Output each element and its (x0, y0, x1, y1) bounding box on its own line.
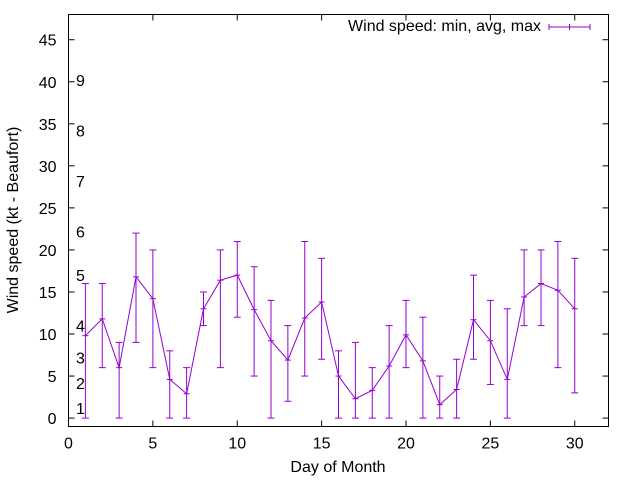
x-tick-label: 15 (313, 436, 331, 453)
beaufort-label: 3 (76, 351, 85, 368)
y-tick-label: 10 (39, 327, 57, 344)
y-tick-label: 40 (39, 75, 57, 92)
legend: Wind speed: min, avg, max (348, 18, 591, 35)
y-tick-label: 45 (39, 33, 57, 50)
beaufort-label: 9 (76, 73, 85, 90)
y-tick-label: 35 (39, 117, 57, 134)
x-tick-label: 30 (566, 436, 584, 453)
y-tick-label: 25 (39, 201, 57, 218)
series-layer (81, 232, 579, 419)
x-tick-label: 0 (64, 436, 73, 453)
x-tick-label: 20 (397, 436, 415, 453)
x-tick-label: 25 (481, 436, 499, 453)
x-tick-label: 5 (148, 436, 157, 453)
x-tick-label: 10 (228, 436, 246, 453)
beaufort-label: 8 (76, 124, 85, 141)
x-axis-title: Day of Month (290, 459, 385, 476)
legend-label: Wind speed: min, avg, max (348, 18, 541, 35)
beaufort-label: 4 (76, 319, 85, 336)
avg-line (85, 274, 576, 406)
y-tick-label: 20 (39, 243, 57, 260)
y-tick-label: 0 (48, 411, 57, 428)
beaufort-label: 1 (76, 401, 85, 418)
plot-frame (68, 14, 609, 427)
beaufort-label: 5 (76, 268, 85, 285)
beaufort-label: 6 (76, 224, 85, 241)
y-tick-label: 15 (39, 285, 57, 302)
beaufort-label: 2 (76, 376, 85, 393)
y-axis-title: Wind speed (kt - Beaufort) (5, 127, 22, 314)
y-tick-label: 5 (48, 369, 57, 386)
beaufort-label: 7 (76, 174, 85, 191)
y-tick-label: 30 (39, 159, 57, 176)
beaufort-scale-labels: 1 2 3 4 5 6 7 8 9 (76, 73, 85, 418)
